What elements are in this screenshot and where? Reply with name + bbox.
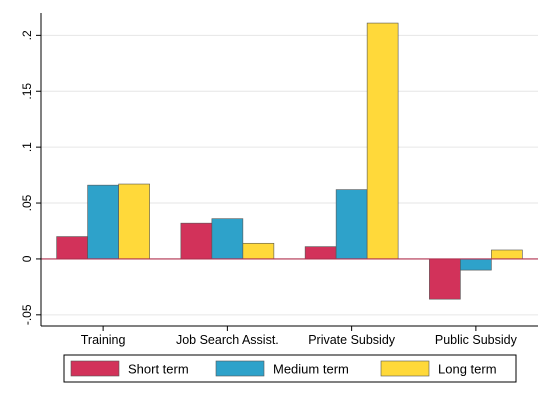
bar: [429, 258, 461, 300]
legend: Short term Medium term Long term: [63, 354, 517, 383]
y-tick-label: 0: [20, 255, 34, 262]
bar: [211, 218, 244, 260]
bar: [366, 22, 399, 260]
x-category-label: Training: [81, 333, 126, 347]
legend-label: Short term: [128, 362, 189, 377]
gridlines: [41, 34, 538, 316]
x-category-label: Public Subsidy: [435, 333, 518, 347]
legend-swatch: [215, 360, 265, 377]
bar: [118, 183, 150, 260]
legend-box: [63, 354, 517, 383]
bar: [491, 249, 523, 260]
legend-swatch: [380, 360, 430, 377]
bars: [56, 22, 523, 300]
bar: [56, 236, 88, 260]
x-axis-category-labels: Training Job Search Assist. Private Subsid…: [81, 326, 518, 347]
y-tick-label: .05: [20, 194, 34, 211]
legend-swatch: [70, 360, 120, 377]
bar: [87, 184, 119, 260]
bar: [180, 222, 213, 260]
y-tick-label: .2: [20, 30, 34, 40]
y-axis-ticks: -.05 0 .05 .1 .15 .2: [20, 30, 41, 325]
x-category-label: Private Subsidy: [308, 333, 396, 347]
x-category-label: Job Search Assist.: [176, 333, 279, 347]
y-tick-label: -.05: [20, 304, 34, 325]
bar: [304, 246, 337, 260]
axes: [40, 13, 538, 327]
y-tick-label: .1: [20, 142, 34, 152]
y-tick-label: .15: [20, 83, 34, 100]
bar: [460, 258, 492, 271]
bar: [242, 242, 275, 260]
legend-label: Medium term: [273, 362, 349, 377]
legend-label: Long term: [438, 362, 497, 377]
bar: [335, 189, 368, 260]
